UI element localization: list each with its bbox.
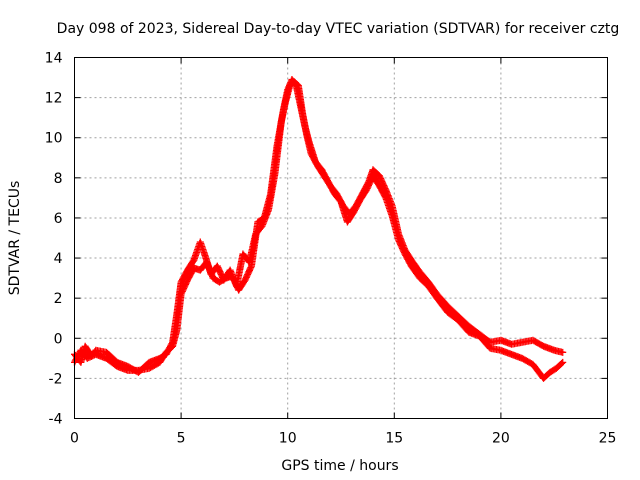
plot-frame: [74, 57, 608, 419]
data-series: [71, 76, 567, 382]
data-point-fill: [558, 359, 566, 367]
x-tick-label: 5: [177, 431, 186, 447]
x-tick-label: 0: [70, 431, 79, 447]
x-tick-label: 10: [279, 431, 297, 447]
y-tick-label: 2: [54, 291, 63, 307]
y-tick-label: 4: [54, 251, 63, 267]
series-1: [71, 76, 567, 382]
y-tick-label: -2: [49, 371, 63, 387]
y-tick-label: -4: [49, 412, 63, 428]
y-tick-label: 0: [54, 331, 63, 347]
y-tick-label: 6: [54, 211, 63, 227]
y-tick-label: 14: [45, 51, 63, 67]
y-tick-label: 12: [45, 91, 63, 107]
data-point: [559, 348, 567, 356]
chart-title: Day 098 of 2023, Sidereal Day-to-day VTE…: [57, 21, 620, 37]
data-point: [559, 358, 567, 366]
y-axis-label: SDTVAR / TECUs: [7, 181, 23, 296]
x-tick-label: 20: [492, 431, 510, 447]
x-tick-label: 25: [599, 431, 617, 447]
x-axis-label: GPS time / hours: [281, 458, 398, 474]
y-tick-labels: -4 -2 0 2 4 6 8 10 12 14: [45, 51, 63, 428]
series-0: [71, 78, 567, 376]
x-tick-label: 15: [385, 431, 403, 447]
y-tick-label: 8: [54, 171, 63, 187]
grid-lines: [74, 57, 608, 419]
y-tick-label: 10: [45, 131, 63, 147]
x-tick-labels: 0 5 10 15 20 25: [70, 431, 616, 447]
